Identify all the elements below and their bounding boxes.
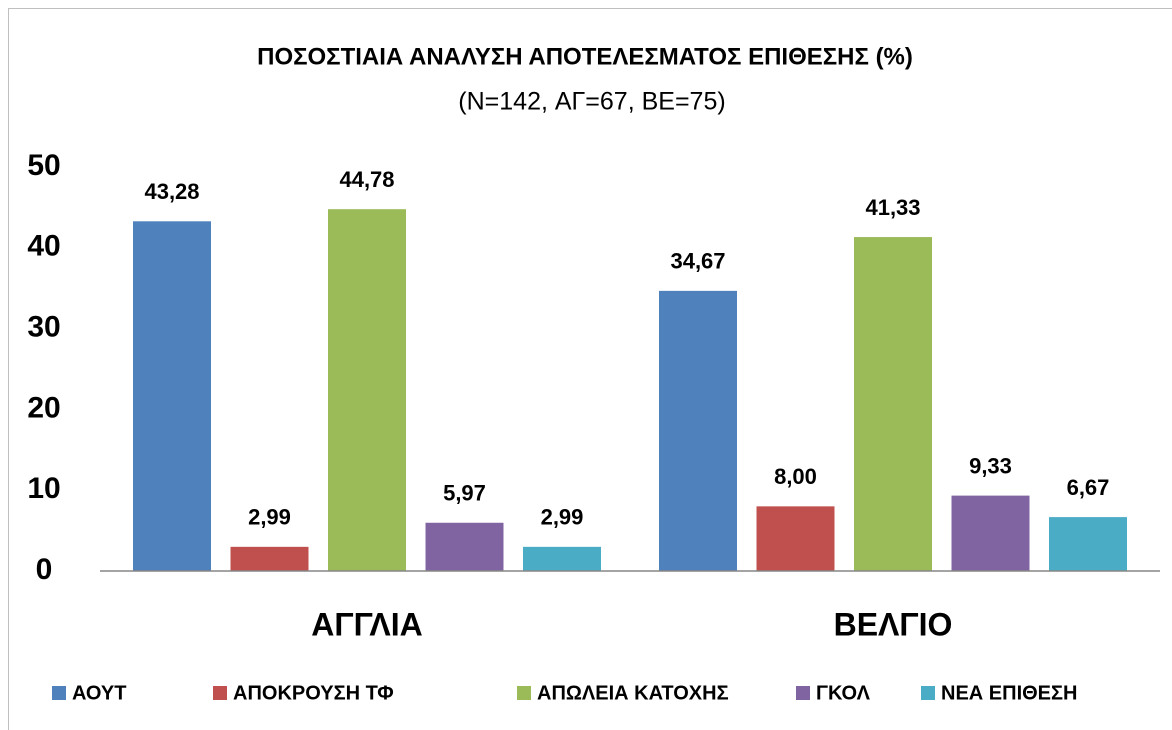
bar	[854, 237, 932, 572]
x-tick-label: ΑΓΓΛΙΑ	[311, 606, 422, 642]
data-label: 6,67	[1067, 475, 1110, 500]
legend-label: ΑΠΟΚΡΟΥΣΗ ΤΦ	[233, 682, 394, 704]
legend-label: ΓΚΟΛ	[816, 682, 871, 704]
y-tick-label: 20	[27, 391, 60, 424]
legend-swatch	[921, 686, 935, 700]
bar	[328, 209, 406, 571]
bar	[659, 290, 737, 571]
bar	[951, 495, 1030, 571]
legend-label: ΝΕΑ ΕΠΙΘΕΣΗ	[941, 682, 1077, 704]
data-label: 44,78	[339, 167, 394, 192]
y-tick-label: 10	[27, 472, 60, 505]
bar	[133, 221, 211, 571]
bar	[1049, 517, 1127, 571]
x-tick-label: ΒΕΛΓΙΟ	[834, 606, 953, 642]
bar	[230, 546, 309, 571]
y-tick-label: 40	[27, 230, 60, 263]
legend-swatch	[517, 686, 531, 700]
bar	[425, 522, 504, 571]
y-tick-label: 0	[36, 553, 53, 586]
data-label: 8,00	[774, 464, 817, 489]
y-tick-label: 50	[27, 149, 60, 182]
legend-swatch	[796, 686, 810, 700]
chart-subtitle: (N=142, ΑΓ=67, ΒΕ=75)	[458, 88, 725, 116]
bar	[523, 546, 601, 571]
legend-swatch	[52, 686, 66, 700]
data-label: 2,99	[541, 505, 584, 530]
data-label: 41,33	[865, 195, 920, 220]
bar	[756, 506, 835, 571]
data-label: 2,99	[248, 505, 291, 530]
legend-label: ΑΠΩΛΕΙΑ ΚΑΤΟΧΗΣ	[537, 682, 729, 704]
chart-title: ΠΟΣΟΣΤΙΑΙΑ ΑΝΑΛΥΣΗ ΑΠΟΤΕΛΕΣΜΑΤΟΣ ΕΠΙΘΕΣΗ…	[257, 43, 913, 70]
data-label: 43,28	[144, 179, 199, 204]
legend-swatch	[213, 686, 227, 700]
data-label: 5,97	[443, 481, 486, 506]
y-tick-label: 30	[27, 311, 60, 344]
data-label: 34,67	[670, 249, 725, 274]
legend-label: ΑΟΥΤ	[72, 682, 126, 704]
data-label: 9,33	[969, 453, 1012, 478]
